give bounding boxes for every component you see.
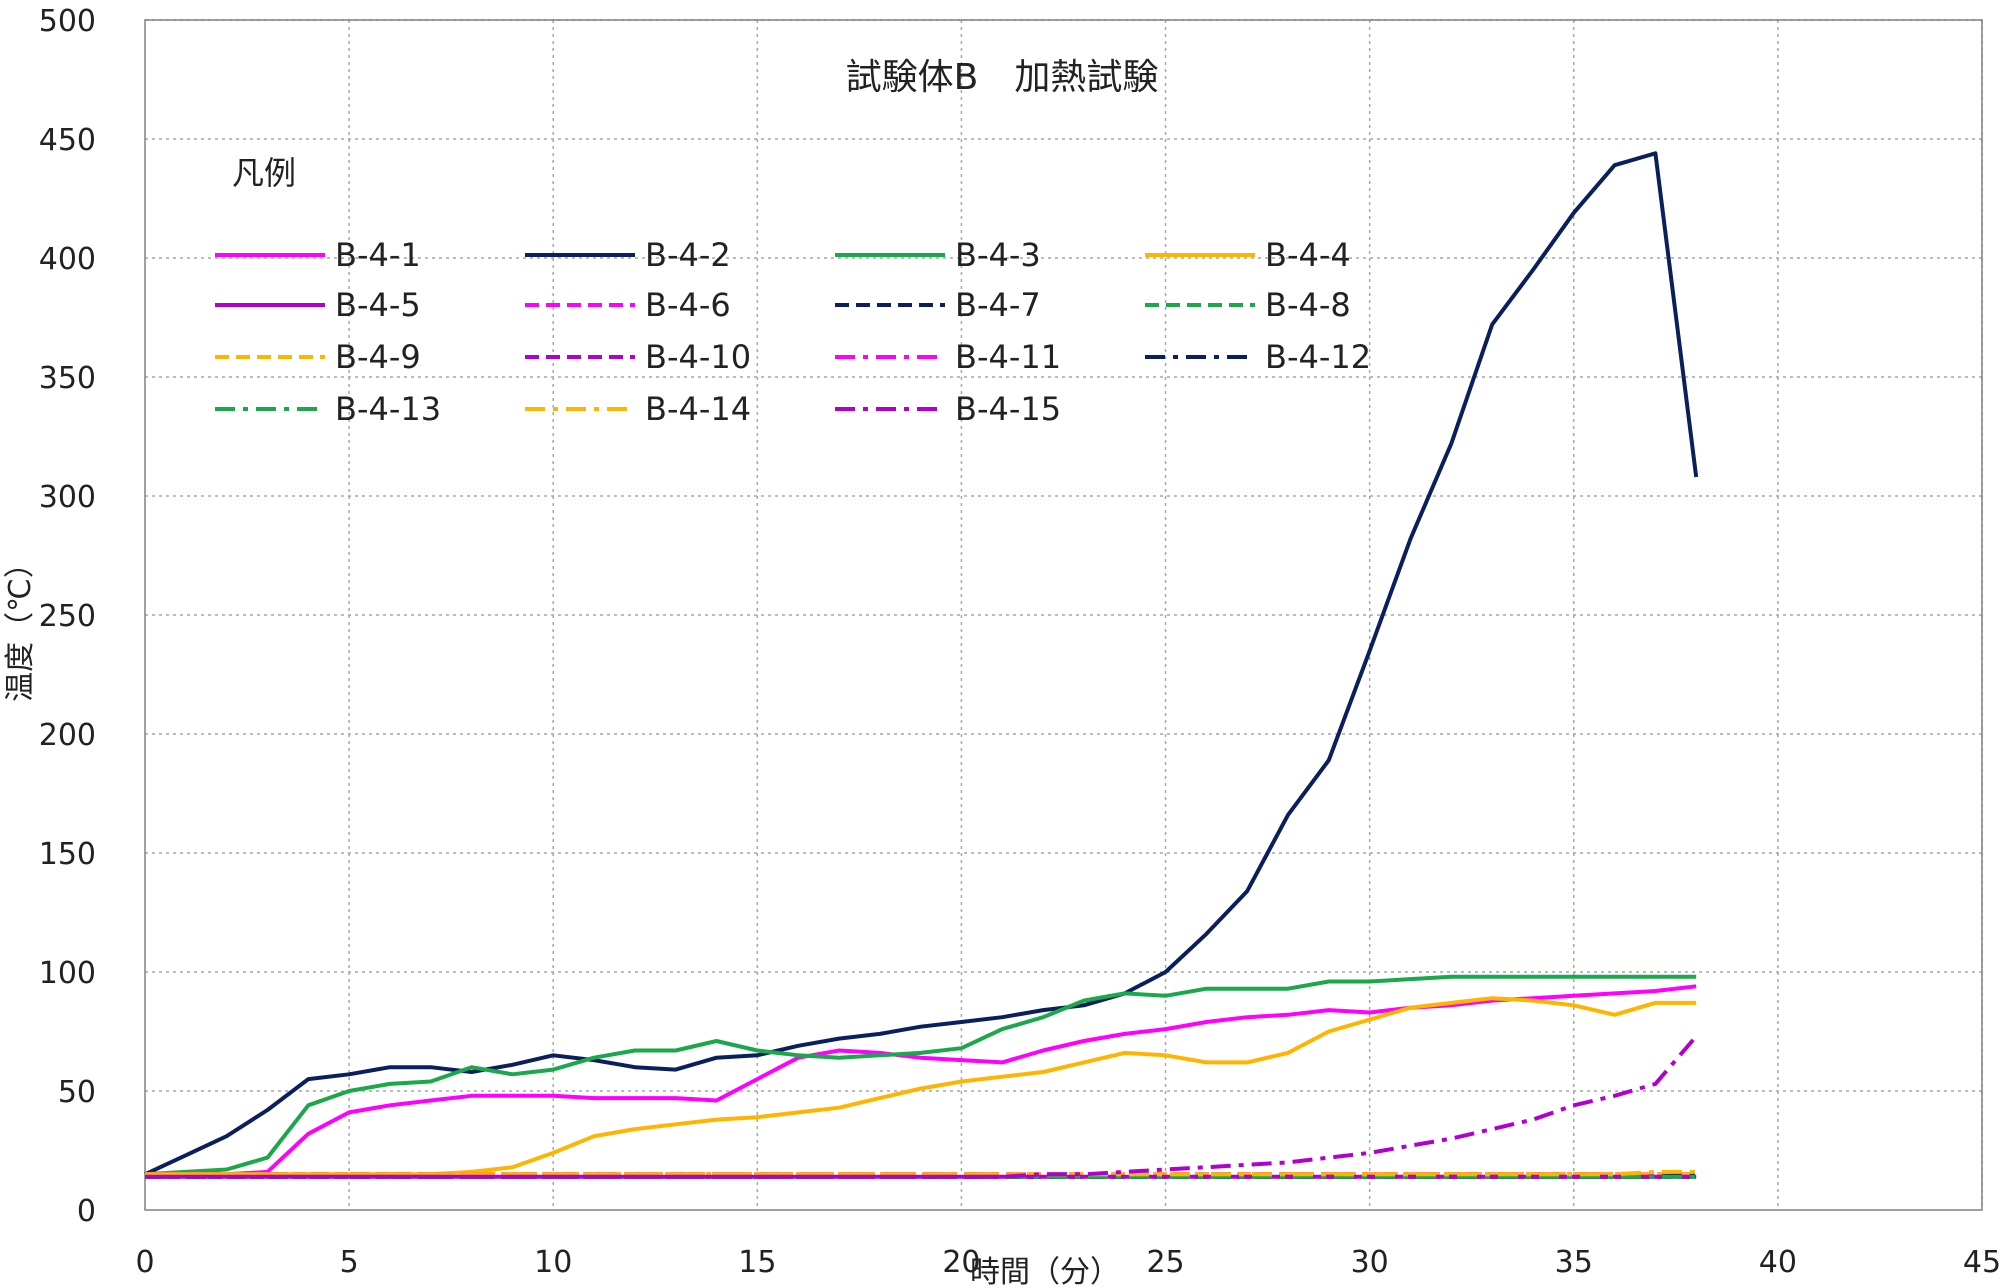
x-tick-label: 20 xyxy=(942,1245,980,1280)
series-line-B-4-2 xyxy=(144,151,1699,1177)
legend-label-B-4-5: B-4-5 xyxy=(335,286,421,324)
legend-label-B-4-2: B-4-2 xyxy=(645,236,731,274)
legend-label-B-4-13: B-4-13 xyxy=(335,390,441,428)
x-axis-label: 時間（分） xyxy=(970,1255,1120,1288)
y-tick-label: 50 xyxy=(58,1075,96,1110)
x-tick-label: 35 xyxy=(1555,1245,1593,1280)
legend-label-B-4-14: B-4-14 xyxy=(645,390,751,428)
legend-label-B-4-6: B-4-6 xyxy=(645,286,731,324)
series-line-B-4-14 xyxy=(145,1169,1697,1177)
y-tick-label: 400 xyxy=(39,242,96,277)
y-tick-label: 300 xyxy=(39,480,96,515)
x-tick-label: 30 xyxy=(1351,1245,1389,1280)
y-tick-label: 200 xyxy=(39,718,96,753)
x-tick-label: 25 xyxy=(1146,1245,1184,1280)
x-tick-label: 45 xyxy=(1963,1245,2000,1280)
y-tick-label: 350 xyxy=(39,361,96,396)
legend-label-B-4-11: B-4-11 xyxy=(955,338,1061,376)
legend-label-B-4-4: B-4-4 xyxy=(1265,236,1351,274)
series-lines xyxy=(144,151,1699,1179)
legend-label-B-4-9: B-4-9 xyxy=(335,338,421,376)
y-axis-label: 温度（℃） xyxy=(3,548,38,702)
x-tick-label: 0 xyxy=(135,1245,154,1280)
series-line-B-4-15 xyxy=(145,1034,1698,1179)
legend-label-B-4-12: B-4-12 xyxy=(1265,338,1371,376)
legend-label-B-4-3: B-4-3 xyxy=(955,236,1041,274)
chart-title: 試験体B 加熱試験 xyxy=(846,57,1159,98)
x-tick-label: 15 xyxy=(738,1245,776,1280)
y-tick-label: 250 xyxy=(39,599,96,634)
y-tick-label: 150 xyxy=(39,837,96,872)
legend-label-B-4-1: B-4-1 xyxy=(335,236,421,274)
legend-label-B-4-10: B-4-10 xyxy=(645,338,751,376)
legend-label-B-4-15: B-4-15 xyxy=(955,390,1061,428)
y-tick-label: 100 xyxy=(39,956,96,991)
x-tick-label: 40 xyxy=(1759,1245,1797,1280)
series-line-B-4-3 xyxy=(144,974,1697,1177)
axes: 0 5 10 15 20 25 30 35 40 450501001502002503003504… xyxy=(39,4,2000,1280)
x-tick-label: 5 xyxy=(340,1245,359,1280)
legend-title: 凡例 xyxy=(232,154,296,192)
legend: 凡例 B-4-1 B-4-2 B-4-3 B-4-4 B-4-5 B-4-6 B-4-7 B-… xyxy=(215,154,1371,428)
legend-label-B-4-7: B-4-7 xyxy=(955,286,1041,324)
y-tick-label: 500 xyxy=(39,4,96,39)
y-tick-label: 450 xyxy=(39,123,96,158)
plot-area-border xyxy=(144,19,1983,1211)
x-tick-label: 10 xyxy=(534,1245,572,1280)
legend-label-B-4-8: B-4-8 xyxy=(1265,286,1351,324)
y-tick-label: 0 xyxy=(77,1194,96,1229)
